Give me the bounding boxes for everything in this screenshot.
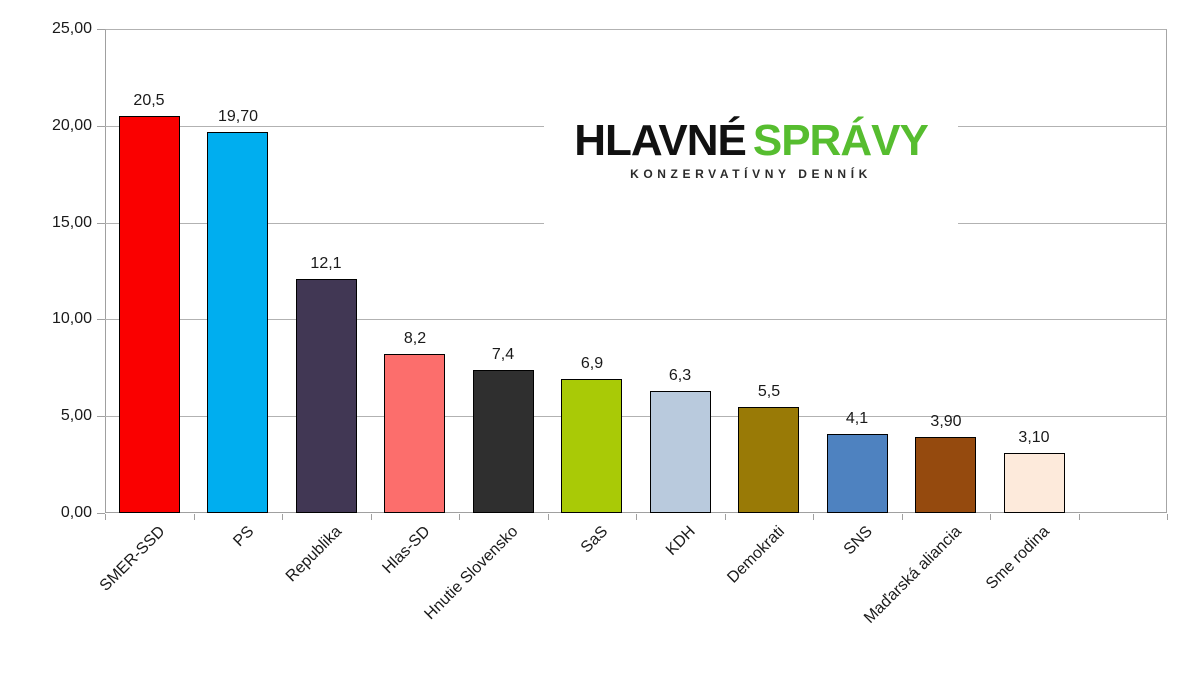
bar <box>296 279 357 513</box>
y-axis-tick <box>97 29 105 30</box>
bar-value-label: 6,9 <box>580 355 604 372</box>
y-tick-label: 25,00 <box>51 20 92 37</box>
x-axis-tick <box>194 514 195 520</box>
hlavne-spravy-logo: HLAVNÉ SPRÁVY KONZERVATÍVNY DENNÍK <box>544 60 958 235</box>
x-axis-tick <box>725 514 726 520</box>
bar-value-label: 7,4 <box>491 346 515 363</box>
logo-word-spravy: SPRÁVY <box>752 116 929 165</box>
gridline <box>105 319 1167 320</box>
bar <box>827 434 888 513</box>
y-tick-label: 10,00 <box>51 310 92 327</box>
x-axis-tick <box>282 514 283 520</box>
bar-value-label: 3,10 <box>1018 429 1050 446</box>
x-axis-tick <box>902 514 903 520</box>
category-label: Demokrati <box>724 523 789 587</box>
y-axis-tick <box>97 223 105 224</box>
bar <box>561 379 622 513</box>
y-tick-label: 20,00 <box>51 117 92 134</box>
bar <box>384 354 445 513</box>
bar-value-label: 5,5 <box>757 383 781 400</box>
gridline <box>105 416 1167 417</box>
bar <box>1004 453 1065 513</box>
category-label: Republika <box>282 523 346 586</box>
x-axis-tick <box>1167 514 1168 520</box>
y-axis-tick <box>97 126 105 127</box>
y-axis-tick <box>97 513 105 514</box>
bar <box>473 370 534 513</box>
bar <box>119 116 180 513</box>
category-label: PS <box>229 523 258 551</box>
category-label: SNS <box>840 523 877 559</box>
x-axis-tick <box>548 514 549 520</box>
bar <box>738 407 799 513</box>
category-label: Hlas-SD <box>379 523 435 578</box>
y-axis-tick <box>97 416 105 417</box>
bar-value-label: 4,1 <box>845 410 869 427</box>
bar <box>650 391 711 513</box>
bar <box>207 132 268 513</box>
logo-tagline: KONZERVATÍVNY DENNÍK <box>630 167 872 181</box>
bar-value-label: 3,90 <box>930 413 962 430</box>
category-label: Sme rodina <box>983 523 1054 593</box>
y-tick-label: 5,00 <box>60 407 92 424</box>
x-axis-tick <box>105 514 106 520</box>
bar-value-label: 20,5 <box>133 92 165 109</box>
category-label: KDH <box>663 523 700 559</box>
bar-value-label: 12,1 <box>310 255 342 272</box>
y-tick-label: 15,00 <box>51 214 92 231</box>
x-axis-tick <box>459 514 460 520</box>
category-label: SaS <box>577 523 612 557</box>
bar-value-label: 19,70 <box>217 108 259 125</box>
x-axis-tick <box>371 514 372 520</box>
bar <box>915 437 976 513</box>
x-axis-tick <box>813 514 814 520</box>
logo-wordmark: HLAVNÉ SPRÁVY <box>544 60 958 164</box>
x-axis-tick <box>990 514 991 520</box>
bar-value-label: 8,2 <box>403 330 427 347</box>
plot-area <box>105 29 1167 513</box>
x-axis-tick <box>636 514 637 520</box>
x-axis-tick <box>1079 514 1080 520</box>
category-label: Hnutie Slovensko <box>421 523 523 624</box>
y-tick-label: 0,00 <box>60 504 92 521</box>
category-label: SMER-SSD <box>96 523 169 595</box>
category-label: Maďarská aliancia <box>861 523 966 627</box>
logo-word-hlavne: HLAVNÉ <box>574 116 747 165</box>
bar-value-label: 6,3 <box>668 367 692 384</box>
y-axis-tick <box>97 319 105 320</box>
